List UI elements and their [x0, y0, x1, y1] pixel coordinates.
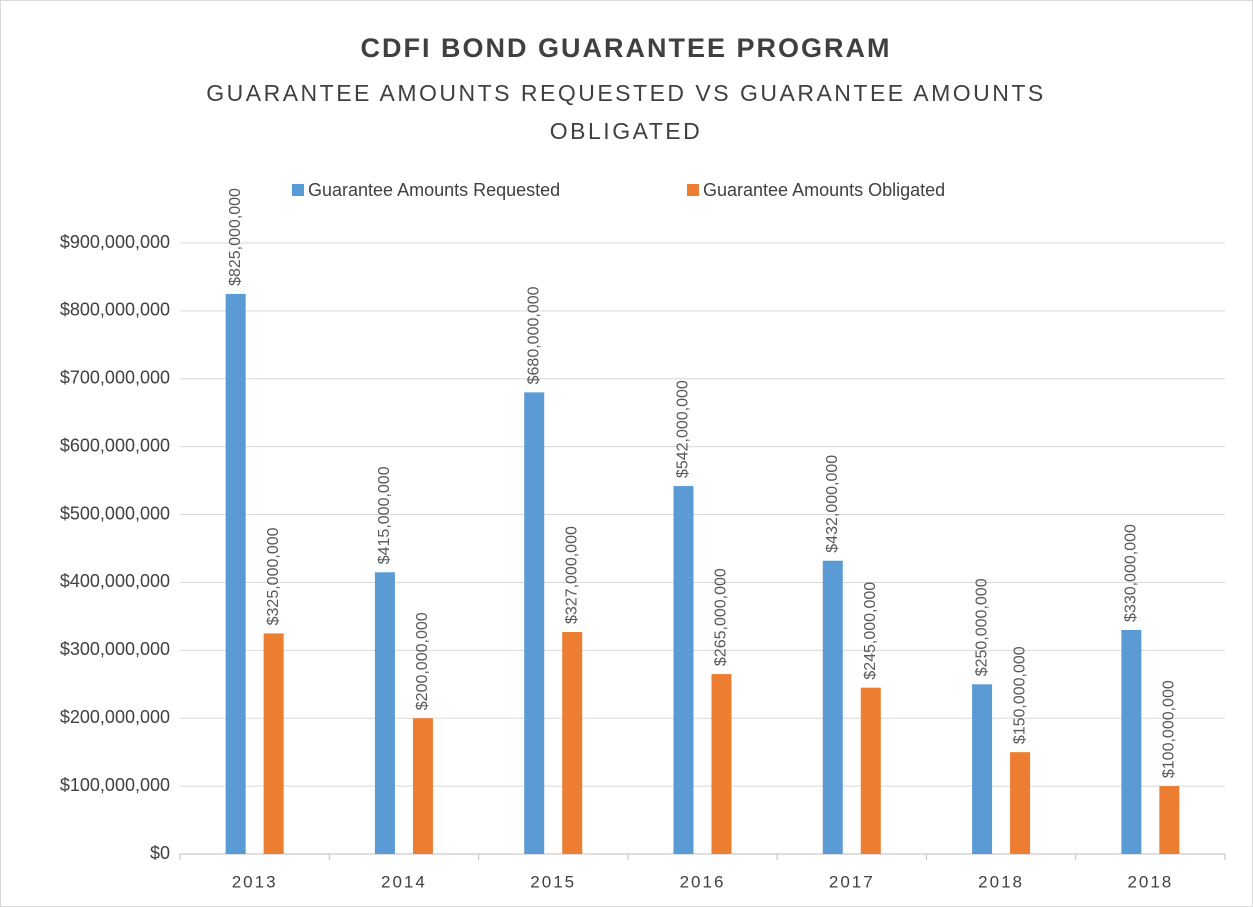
bar	[225, 293, 246, 855]
data-label: $330,000,000	[1123, 524, 1140, 622]
y-tick-label: $800,000,000	[60, 300, 170, 320]
data-label: $680,000,000	[525, 286, 542, 384]
bar	[673, 486, 694, 854]
x-tick-label: 2018	[1127, 872, 1173, 891]
legend-label: Guarantee Amounts Obligated	[703, 180, 945, 200]
x-tick-label: 2013	[232, 872, 278, 891]
legend-label: Guarantee Amounts Requested	[308, 180, 560, 200]
x-tick-label: 2016	[680, 872, 726, 891]
data-label: $265,000,000	[713, 568, 730, 666]
x-tick-label: 2014	[381, 872, 427, 891]
y-tick-label: $600,000,000	[60, 435, 170, 455]
y-tick-label: $900,000,000	[60, 232, 170, 252]
y-tick-label: $400,000,000	[60, 571, 170, 591]
bar	[1010, 752, 1031, 854]
bar	[1159, 786, 1180, 854]
bar	[412, 718, 433, 854]
bar	[860, 687, 881, 854]
y-tick-label: $500,000,000	[60, 503, 170, 523]
data-label: $200,000,000	[414, 612, 431, 710]
bar	[263, 633, 284, 854]
data-label: $150,000,000	[1011, 646, 1028, 744]
x-tick-label: 2015	[530, 872, 576, 891]
chart-title: CDFI BOND GUARANTEE PROGRAM	[361, 33, 892, 63]
data-label: $100,000,000	[1161, 680, 1178, 778]
bar	[374, 572, 395, 854]
y-tick-label: $300,000,000	[60, 639, 170, 659]
chart-subtitle: GUARANTEE AMOUNTS REQUESTED VS GUARANTEE…	[206, 80, 1046, 144]
bar	[822, 560, 843, 854]
y-tick-label: $100,000,000	[60, 775, 170, 795]
bar	[972, 684, 993, 854]
y-tick-label: $700,000,000	[60, 368, 170, 388]
data-label: $245,000,000	[862, 582, 879, 680]
legend-swatch	[292, 184, 304, 196]
legend-swatch	[687, 184, 699, 196]
data-label: $250,000,000	[973, 578, 990, 676]
data-label: $542,000,000	[675, 380, 692, 478]
data-label: $825,000,000	[227, 188, 244, 286]
bar	[711, 674, 732, 854]
bar	[524, 392, 545, 854]
data-label: $415,000,000	[376, 466, 393, 564]
bar	[562, 632, 583, 854]
data-label: $432,000,000	[824, 455, 841, 553]
data-label: $327,000,000	[563, 526, 580, 624]
x-tick-label: 2018	[978, 872, 1024, 891]
bar	[1121, 629, 1142, 854]
y-tick-label: $200,000,000	[60, 707, 170, 727]
x-tick-label: 2017	[829, 872, 875, 891]
y-tick-label: $0	[150, 843, 170, 863]
data-label: $325,000,000	[265, 527, 282, 625]
